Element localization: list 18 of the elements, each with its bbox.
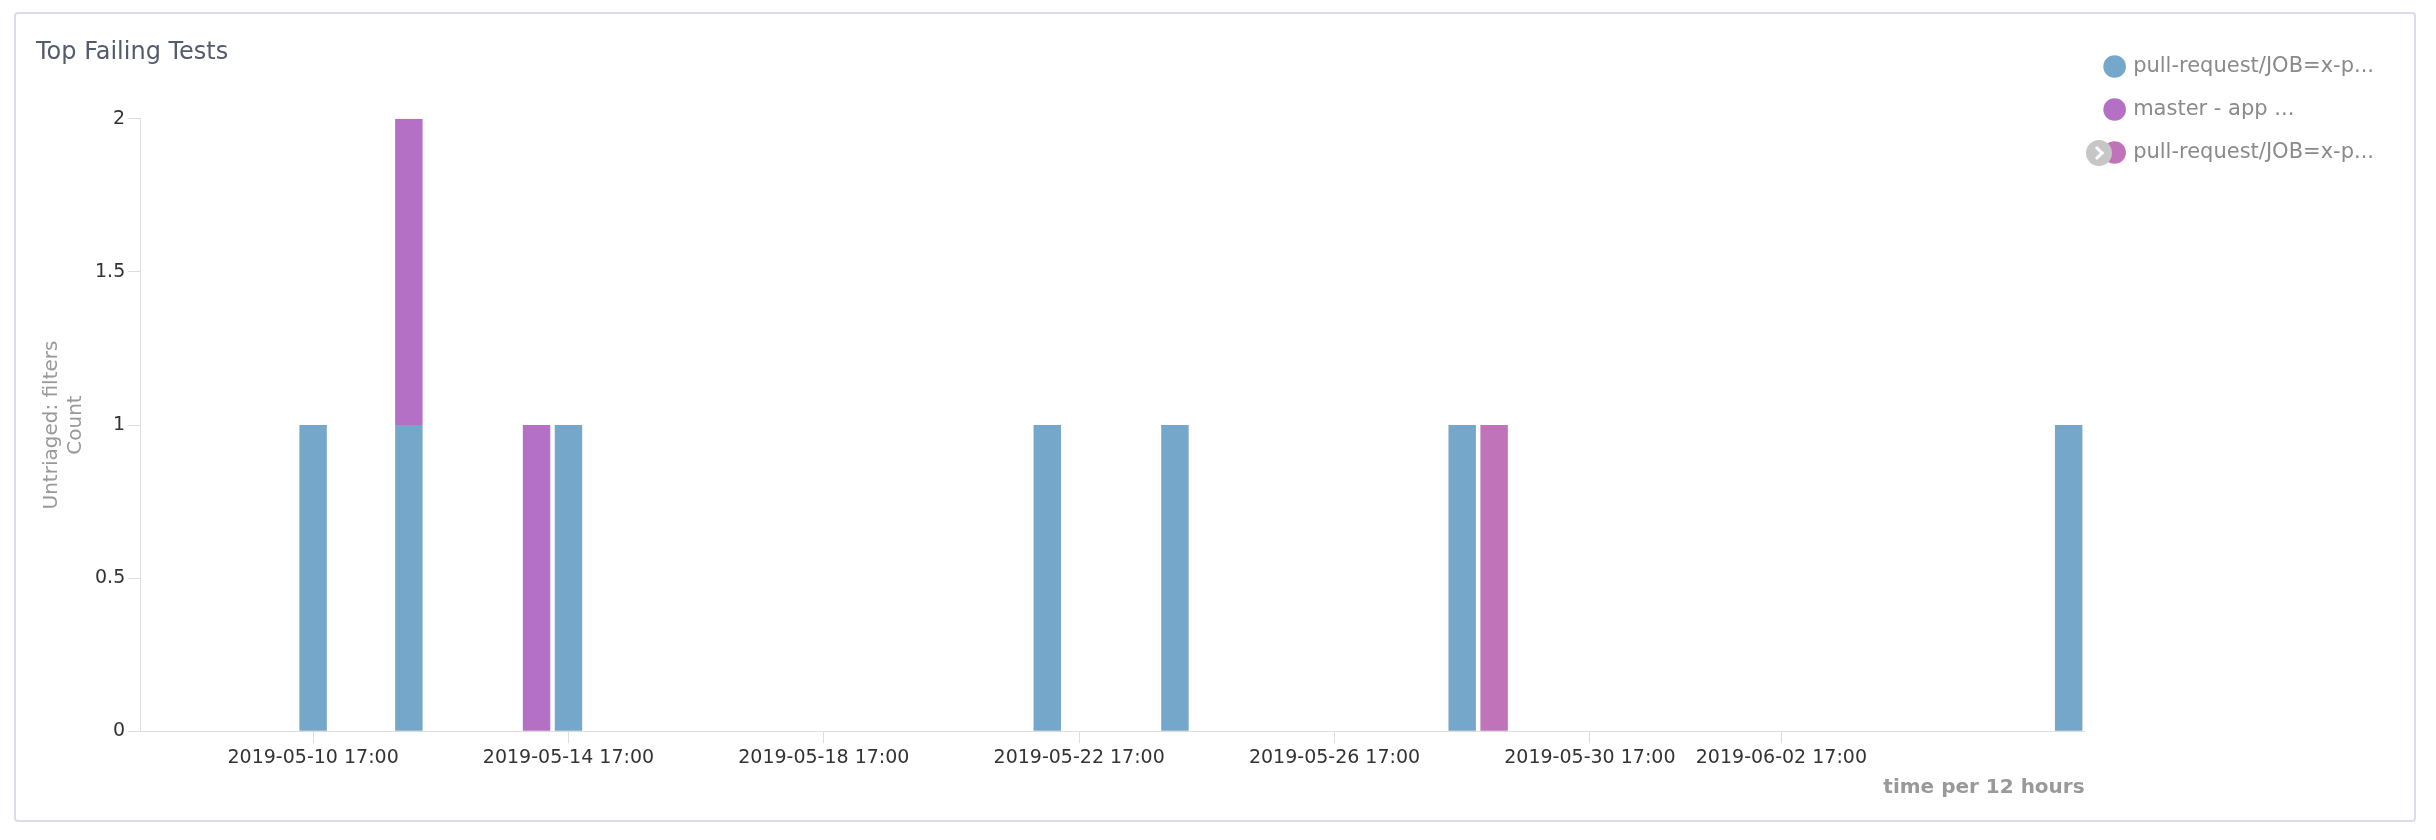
legend-label: pull-request/JOB=x-p... bbox=[2133, 52, 2374, 77]
x-tick-label: 2019-05-26 17:00 bbox=[1248, 744, 1421, 767]
y-tick-label: 0.5 bbox=[95, 565, 126, 588]
x-tick-label: 2019-05-22 17:00 bbox=[993, 744, 1165, 767]
y-tick-label: 0 bbox=[113, 718, 126, 741]
y-tick-label: 2 bbox=[113, 105, 126, 128]
y-tick-label: 1 bbox=[113, 411, 126, 434]
y-tick-label: 1.5 bbox=[95, 258, 126, 281]
chart-title: Top Failing Tests bbox=[35, 36, 229, 65]
x-tick-label: 2019-05-30 17:00 bbox=[1504, 744, 1676, 767]
x-tick-label: 2019-05-18 17:00 bbox=[738, 744, 910, 767]
x-tick-label: 2019-05-14 17:00 bbox=[482, 744, 655, 767]
x-axis-title: time per 12 hours bbox=[1883, 774, 2085, 799]
y-axis-title: Untriaged: filters Count bbox=[38, 340, 87, 510]
x-tick-label: 2019-05-10 17:00 bbox=[227, 744, 399, 767]
legend-label: pull-request/JOB=x-p... bbox=[2133, 138, 2374, 163]
x-tick-label: 2019-06-02 17:00 bbox=[1695, 744, 1867, 767]
legend-label: master - app ... bbox=[2133, 95, 2295, 120]
